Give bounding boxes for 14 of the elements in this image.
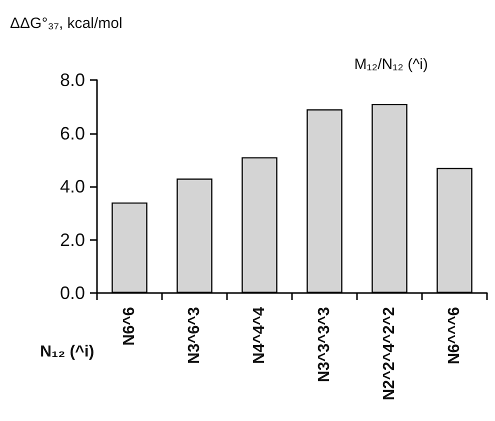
x-tick-label: N2^2^4^2^2 <box>381 306 398 400</box>
chart-title: M₁₂/N₁₂ (^i) <box>354 56 428 73</box>
y-axis-title: ΔΔG°₃₇, kcal/mol <box>10 15 122 32</box>
x-axis-title: N₁₂ (^i) <box>40 344 94 360</box>
y-tick-label: 4.0 <box>60 176 85 196</box>
x-tick-label: N3^3^3^3 <box>316 306 333 382</box>
y-tick-label: 0.0 <box>60 283 85 303</box>
x-tick-label: N6^^^6 <box>446 306 463 364</box>
y-tick-label: 8.0 <box>60 70 85 90</box>
x-tick-label: N4^4^4 <box>251 306 268 364</box>
x-tick-label: N3^6^3 <box>186 306 203 364</box>
y-tick-label: 2.0 <box>60 230 85 250</box>
x-tick-label: N6^6 <box>121 306 138 346</box>
y-tick-label: 6.0 <box>60 123 85 144</box>
